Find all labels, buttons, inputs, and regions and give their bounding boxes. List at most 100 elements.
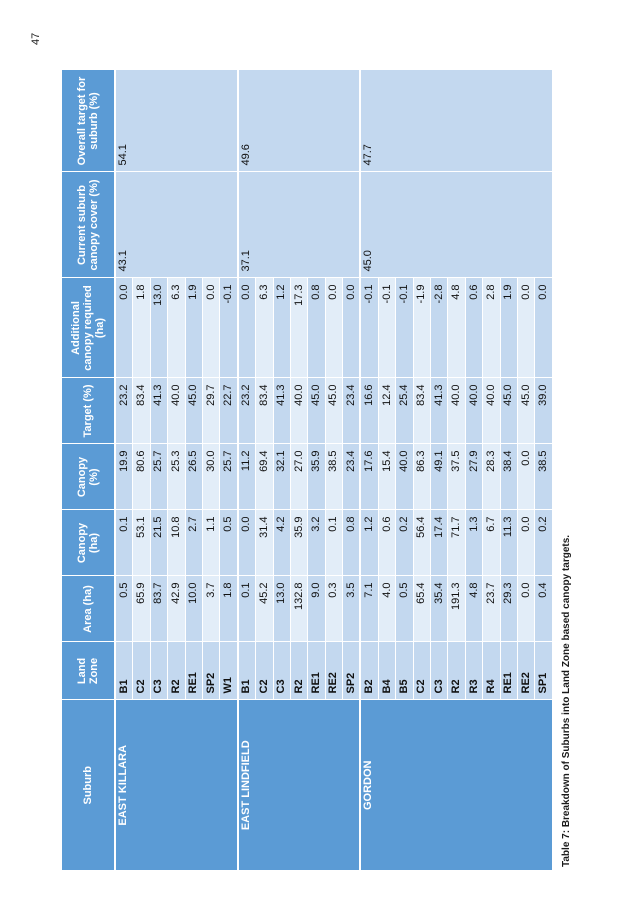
- canopy-ha-cell: 0.1: [115, 510, 133, 576]
- land-zone-cell: RE1: [185, 642, 203, 700]
- table-header-row: Suburb Land Zone Area (ha) Canopy (ha) C…: [62, 70, 115, 870]
- canopy-pct-cell: 27.0: [290, 444, 308, 510]
- canopy-pct-cell: 32.1: [273, 444, 291, 510]
- canopy-ha-cell: 0.2: [395, 510, 414, 576]
- canopy-pct-cell: 69.4: [255, 444, 274, 510]
- target-cell: 45.0: [517, 378, 535, 444]
- table-row: EAST KILLARA B1 0.5 0.1 19.9 23.2 0.0 43.1 54.1: [115, 70, 238, 870]
- area-cell: 0.3: [325, 576, 343, 642]
- additional-canopy-cell: 0.8: [307, 278, 326, 378]
- canopy-pct-cell: 80.6: [132, 444, 151, 510]
- target-cell: 16.6: [360, 378, 379, 444]
- additional-canopy-cell: 1.9: [500, 278, 518, 378]
- header-area: Area (ha): [62, 576, 115, 642]
- additional-canopy-cell: 0.0: [202, 278, 220, 378]
- target-cell: 83.4: [255, 378, 274, 444]
- canopy-ha-cell: 0.0: [517, 510, 535, 576]
- target-cell: 45.0: [307, 378, 326, 444]
- area-cell: 0.0: [517, 576, 535, 642]
- target-cell: 29.7: [202, 378, 220, 444]
- canopy-pct-cell: 17.6: [360, 444, 379, 510]
- land-zone-cell: C3: [430, 642, 448, 700]
- canopy-ha-cell: 56.4: [413, 510, 431, 576]
- canopy-ha-cell: 17.4: [430, 510, 448, 576]
- additional-canopy-cell: 0.0: [325, 278, 343, 378]
- canopy-pct-cell: 25.7: [150, 444, 168, 510]
- canopy-ha-cell: 35.9: [290, 510, 308, 576]
- area-cell: 4.0: [378, 576, 396, 642]
- land-zone-cell: RE2: [325, 642, 343, 700]
- land-zone-cell: W1: [219, 642, 238, 700]
- target-cell: 41.3: [430, 378, 448, 444]
- target-cell: 23.2: [237, 378, 256, 444]
- canopy-ha-cell: 10.8: [167, 510, 186, 576]
- land-zone-cell: C3: [150, 642, 168, 700]
- target-cell: 45.0: [185, 378, 203, 444]
- target-cell: 25.4: [395, 378, 414, 444]
- target-cell: 45.0: [500, 378, 518, 444]
- table-row: EAST LINDFIELD B1 0.1 0.0 11.2 23.2 0.0 37.1 49.…: [237, 70, 361, 870]
- canopy-ha-cell: 0.2: [534, 510, 553, 576]
- canopy-pct-cell: 25.3: [167, 444, 186, 510]
- target-cell: 45.0: [325, 378, 343, 444]
- suburb-name-cell: GORDON: [360, 700, 553, 870]
- canopy-pct-cell: 11.2: [237, 444, 256, 510]
- additional-canopy-cell: 1.9: [185, 278, 203, 378]
- canopy-pct-cell: 26.5: [185, 444, 203, 510]
- land-zone-cell: R3: [465, 642, 483, 700]
- area-cell: 35.4: [430, 576, 448, 642]
- canopy-pct-cell: 35.9: [307, 444, 326, 510]
- land-zone-cell: C3: [273, 642, 291, 700]
- canopy-pct-cell: 37.5: [447, 444, 466, 510]
- canopy-pct-cell: 30.0: [202, 444, 220, 510]
- canopy-ha-cell: 6.7: [482, 510, 501, 576]
- area-cell: 42.9: [167, 576, 186, 642]
- target-cell: 40.0: [167, 378, 186, 444]
- area-cell: 29.3: [500, 576, 518, 642]
- canopy-pct-cell: 25.7: [219, 444, 238, 510]
- canopy-targets-table: Suburb Land Zone Area (ha) Canopy (ha) C…: [62, 70, 553, 870]
- canopy-ha-cell: 2.7: [185, 510, 203, 576]
- canopy-pct-cell: 40.0: [395, 444, 414, 510]
- header-canopy-pct: Canopy (%): [62, 444, 115, 510]
- table-row: GORDON B2 7.1 1.2 17.6 16.6 -0.1 45.0 47.7: [360, 70, 553, 870]
- land-zone-cell: B4: [378, 642, 396, 700]
- canopy-ha-cell: 0.5: [219, 510, 238, 576]
- additional-canopy-cell: 4.8: [447, 278, 466, 378]
- canopy-pct-cell: 19.9: [115, 444, 133, 510]
- area-cell: 83.7: [150, 576, 168, 642]
- land-zone-cell: B1: [115, 642, 133, 700]
- additional-canopy-cell: -0.1: [219, 278, 238, 378]
- land-zone-cell: R4: [482, 642, 501, 700]
- land-zone-cell: R2: [167, 642, 186, 700]
- overall-target-cell: 47.7: [360, 70, 553, 172]
- additional-canopy-cell: 0.0: [115, 278, 133, 378]
- land-zone-cell: R2: [290, 642, 308, 700]
- area-cell: 3.7: [202, 576, 220, 642]
- target-cell: 40.0: [465, 378, 483, 444]
- target-cell: 39.0: [534, 378, 553, 444]
- canopy-ha-cell: 11.3: [500, 510, 518, 576]
- land-zone-cell: RE1: [500, 642, 518, 700]
- canopy-ha-cell: 1.2: [360, 510, 379, 576]
- header-land-zone: Land Zone: [62, 642, 115, 700]
- canopy-ha-cell: 0.8: [342, 510, 361, 576]
- canopy-pct-cell: 27.9: [465, 444, 483, 510]
- canopy-pct-cell: 38.4: [500, 444, 518, 510]
- additional-canopy-cell: 0.0: [342, 278, 361, 378]
- area-cell: 0.1: [237, 576, 256, 642]
- land-zone-cell: RE2: [517, 642, 535, 700]
- target-cell: 23.2: [115, 378, 133, 444]
- canopy-ha-cell: 1.3: [465, 510, 483, 576]
- current-canopy-cell: 45.0: [360, 172, 553, 278]
- canopy-ha-cell: 71.7: [447, 510, 466, 576]
- additional-canopy-cell: 6.3: [255, 278, 274, 378]
- additional-canopy-cell: -0.1: [395, 278, 414, 378]
- land-zone-cell: C2: [255, 642, 274, 700]
- canopy-pct-cell: 49.1: [430, 444, 448, 510]
- additional-canopy-cell: 2.8: [482, 278, 501, 378]
- additional-canopy-cell: 0.0: [237, 278, 256, 378]
- canopy-pct-cell: 38.5: [534, 444, 553, 510]
- area-cell: 23.7: [482, 576, 501, 642]
- target-cell: 41.3: [150, 378, 168, 444]
